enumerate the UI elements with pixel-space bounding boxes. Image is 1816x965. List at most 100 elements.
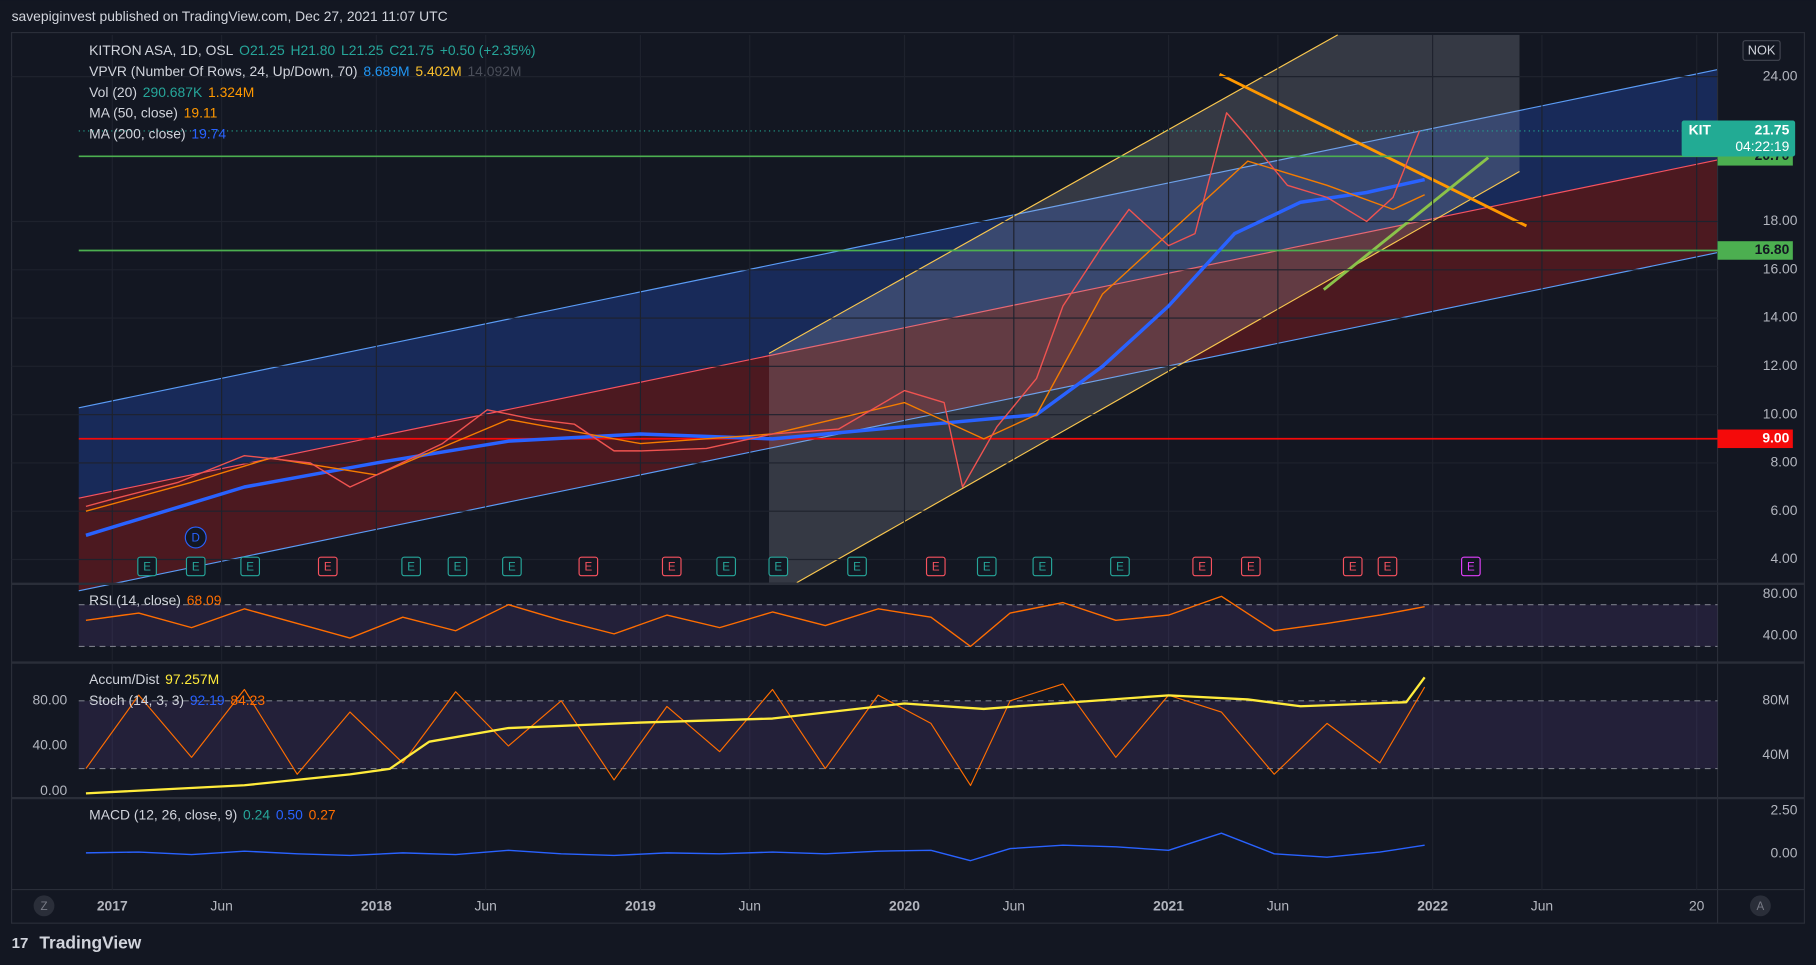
legend-row: RSI (14, close) 68.09 <box>89 592 222 608</box>
legend-item: MA (200, close) <box>89 125 185 141</box>
header: savepiginvest published on TradingView.c… <box>12 8 448 24</box>
footer-logo: 17 <box>12 935 29 952</box>
legend-item: 1.324M <box>208 83 254 99</box>
x-tick-label: 2017 <box>97 898 128 914</box>
legend-item: 19.74 <box>191 125 226 141</box>
legend-row: Accum/Dist 97.257M <box>89 671 219 687</box>
legend-item: 0.24 <box>243 806 270 822</box>
legend-item: H21.80 <box>290 42 335 58</box>
legend-item: 97.257M <box>165 671 219 687</box>
earnings-marker-label: E <box>246 562 254 574</box>
x-tick-label: Jun <box>739 898 761 914</box>
y-tick-label: 8.00 <box>1770 454 1797 470</box>
y-tick-label: 4.00 <box>1770 550 1797 566</box>
earnings-marker-label: E <box>584 562 592 574</box>
y-tick-label: 14.00 <box>1763 309 1798 325</box>
axis-button-label[interactable]: Z <box>40 901 47 913</box>
legend-item: L21.25 <box>341 42 384 58</box>
earnings-marker-label: E <box>1467 562 1475 574</box>
level-label: 16.80 <box>1755 241 1790 257</box>
y-tick-label: 24.00 <box>1763 67 1798 83</box>
legend-item: VPVR (Number Of Rows, 24, Up/Down, 70) <box>89 63 357 79</box>
legend-row: MACD (12, 26, close, 9) 0.24 0.50 0.27 <box>89 806 336 822</box>
legend-row: Stoch (14, 3, 3)92.1984.23 <box>89 691 265 707</box>
earnings-marker-label: E <box>1384 562 1392 574</box>
legend-item: 290.687K <box>143 83 203 99</box>
earnings-marker-label: E <box>774 562 782 574</box>
earnings-marker-label: E <box>668 562 676 574</box>
earnings-marker-label: E <box>324 562 332 574</box>
legend-item: O21.25 <box>239 42 285 58</box>
x-tick-label: 2021 <box>1153 898 1184 914</box>
y-tick-label: 2.50 <box>1770 802 1797 818</box>
legend-item: +0.50 (+2.35%) <box>440 42 536 58</box>
earnings-marker-label: E <box>722 562 730 574</box>
y-tick-label: 12.00 <box>1763 357 1798 373</box>
x-tick-label: 2018 <box>361 898 392 914</box>
legend-item: Accum/Dist <box>89 671 159 687</box>
x-tick-label: 2019 <box>625 898 656 914</box>
y-tick-label: 80.00 <box>1763 585 1798 601</box>
legend-item: 0.27 <box>309 806 336 822</box>
legend-item: Vol (20) <box>89 83 137 99</box>
x-tick-label: Jun <box>210 898 232 914</box>
earnings-marker-label: E <box>508 562 516 574</box>
x-tick-label: Jun <box>1531 898 1553 914</box>
y-tick-label: 0.00 <box>40 782 67 798</box>
legend-item: 5.402M <box>415 63 461 79</box>
earnings-marker-label: E <box>454 562 462 574</box>
y-tick-label: 40.00 <box>32 737 67 753</box>
earnings-marker-label: E <box>983 562 991 574</box>
axis-button-label[interactable]: A <box>1757 901 1765 913</box>
earnings-marker-label: E <box>1349 562 1357 574</box>
last-price-label: 21.75 <box>1755 122 1790 138</box>
legend-item: C21.75 <box>389 42 434 58</box>
level-label: 9.00 <box>1762 429 1789 445</box>
earnings-marker-label: E <box>932 562 940 574</box>
legend-row: KITRON ASA, 1D, OSL O21.25 H21.80 L21.25 C21… <box>89 42 535 58</box>
earnings-marker-label: E <box>407 562 415 574</box>
y2-tick-label: 80M <box>1762 691 1789 707</box>
band <box>79 701 1718 769</box>
countdown-label: 04:22:19 <box>1735 138 1789 154</box>
symbol-label: KIT <box>1689 122 1712 138</box>
legend-item: 92.19 <box>190 691 225 707</box>
legend-row: Vol (20) 290.687K 1.324M <box>89 83 254 99</box>
legend-item: Stoch (14, 3, 3) <box>89 691 184 707</box>
earnings-marker-label: E <box>1247 562 1255 574</box>
y-tick-label: 0.00 <box>1770 844 1797 860</box>
legend-item: 68.09 <box>187 592 222 608</box>
legend-row: MA (200, close) 19.74 <box>89 125 226 141</box>
legend-item: 0.50 <box>276 806 303 822</box>
y-tick-label: 80.00 <box>32 691 67 707</box>
x-tick-label: 2020 <box>889 898 920 914</box>
y-tick-label: 6.00 <box>1770 502 1797 518</box>
y-tick-label: 16.00 <box>1763 260 1798 276</box>
y-tick-label: 40.00 <box>1763 627 1798 643</box>
legend-item: 19.11 <box>184 104 218 120</box>
legend-item: KITRON ASA, 1D, OSL <box>89 42 233 58</box>
x-tick-label: Jun <box>1267 898 1289 914</box>
y2-tick-label: 40M <box>1762 746 1789 762</box>
earnings-marker-label: E <box>143 562 151 574</box>
legend-item: MA (50, close) <box>89 104 178 120</box>
legend-item: MACD (12, 26, close, 9) <box>89 806 237 822</box>
legend-row: VPVR (Number Of Rows, 24, Up/Down, 70) 8.… <box>89 63 521 79</box>
x-tick-label: Jun <box>1003 898 1025 914</box>
earnings-marker-label: E <box>1116 562 1124 574</box>
earnings-marker-label: E <box>853 562 861 574</box>
legend-row: MA (50, close) 19.11 <box>89 104 217 120</box>
earnings-marker-label: E <box>1038 562 1046 574</box>
y-tick-label: 10.00 <box>1763 405 1798 421</box>
y-tick-label: 18.00 <box>1763 212 1798 228</box>
legend-item: RSI (14, close) <box>89 592 181 608</box>
x-tick-label: 2022 <box>1417 898 1448 914</box>
currency-label: NOK <box>1748 42 1776 57</box>
earnings-marker-label: E <box>1198 562 1206 574</box>
earnings-marker-label: E <box>192 562 200 574</box>
dividend-marker-label: D <box>192 533 200 545</box>
legend-item: 8.689M <box>363 63 409 79</box>
x-tick-label: Jun <box>474 898 496 914</box>
